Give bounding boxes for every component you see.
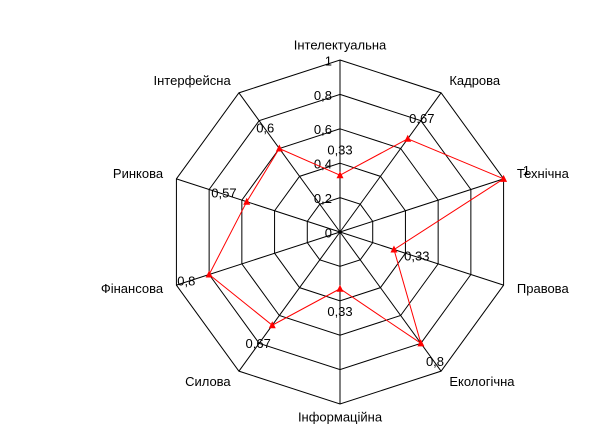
r-tick-label: 0,8 <box>314 88 332 103</box>
data-label: 0,6 <box>256 121 274 136</box>
category-label: Ринкова <box>113 166 164 181</box>
data-line <box>208 138 505 345</box>
category-label: Технічна <box>517 166 570 181</box>
data-label: 0,8 <box>177 273 195 288</box>
axis-spoke <box>339 92 442 233</box>
axis-spoke <box>339 178 504 233</box>
axis-spoke <box>238 231 341 372</box>
category-label: Правова <box>517 281 570 296</box>
category-label: Екологічна <box>449 374 515 389</box>
data-marker <box>336 284 344 292</box>
axis-spoke <box>176 231 341 286</box>
axis-spoke <box>339 231 442 372</box>
data-label: 0,33 <box>327 304 352 319</box>
category-label: Силова <box>185 374 231 389</box>
data-marker <box>268 321 276 329</box>
axis-spoke <box>176 178 341 233</box>
r-tick-label: 0,2 <box>314 191 332 206</box>
data-label: 0,67 <box>246 336 271 351</box>
category-label: Фінансова <box>101 281 164 296</box>
data-label: 0,57 <box>211 186 236 201</box>
r-tick-label: 0 <box>325 225 332 240</box>
data-marker <box>243 197 251 205</box>
axis-spoke <box>339 231 504 286</box>
data-label: 0,33 <box>327 143 352 158</box>
data-label: 0,8 <box>426 354 444 369</box>
data-marker <box>500 174 508 182</box>
data-label: 1 <box>523 163 530 178</box>
data-label: 0,33 <box>404 248 429 263</box>
data-marker <box>417 339 425 347</box>
data-label: 0,67 <box>409 111 434 126</box>
data-marker <box>404 134 412 142</box>
axis-spoke <box>238 92 341 233</box>
data-marker <box>336 171 344 179</box>
data-marker <box>390 245 398 253</box>
category-label: Інтерфейсна <box>154 73 232 88</box>
data-marker <box>205 270 213 278</box>
r-tick-label: 1 <box>325 53 332 68</box>
data-marker <box>275 144 283 152</box>
category-label: Інформаційна <box>298 409 383 424</box>
r-tick-label: 0,6 <box>314 122 332 137</box>
category-label: Інтелектуальна <box>294 37 387 52</box>
r-tick-label: 0,4 <box>314 157 332 172</box>
category-label: Кадрова <box>449 73 501 88</box>
